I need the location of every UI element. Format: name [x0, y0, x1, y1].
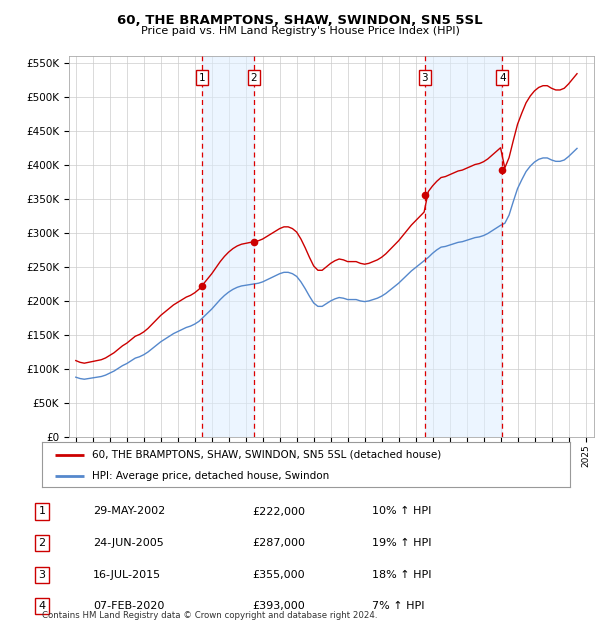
Text: 60, THE BRAMPTONS, SHAW, SWINDON, SN5 5SL (detached house): 60, THE BRAMPTONS, SHAW, SWINDON, SN5 5S… [92, 450, 442, 459]
Text: 3: 3 [38, 570, 46, 580]
Text: 1: 1 [199, 73, 205, 82]
Text: £287,000: £287,000 [252, 538, 305, 548]
Text: 3: 3 [421, 73, 428, 82]
Text: 4: 4 [38, 601, 46, 611]
Text: 18% ↑ HPI: 18% ↑ HPI [372, 570, 431, 580]
Text: £393,000: £393,000 [252, 601, 305, 611]
Text: 2: 2 [38, 538, 46, 548]
Text: 1: 1 [38, 507, 46, 516]
Text: £355,000: £355,000 [252, 570, 305, 580]
Text: £222,000: £222,000 [252, 507, 305, 516]
Bar [425, 56, 502, 437]
Text: 19% ↑ HPI: 19% ↑ HPI [372, 538, 431, 548]
Text: 16-JUL-2015: 16-JUL-2015 [93, 570, 161, 580]
Text: 2: 2 [251, 73, 257, 82]
Text: 60, THE BRAMPTONS, SHAW, SWINDON, SN5 5SL: 60, THE BRAMPTONS, SHAW, SWINDON, SN5 5S… [117, 14, 483, 27]
Text: 7% ↑ HPI: 7% ↑ HPI [372, 601, 425, 611]
Text: Contains HM Land Registry data © Crown copyright and database right 2024.: Contains HM Land Registry data © Crown c… [42, 611, 377, 620]
Text: HPI: Average price, detached house, Swindon: HPI: Average price, detached house, Swin… [92, 471, 329, 480]
Text: 10% ↑ HPI: 10% ↑ HPI [372, 507, 431, 516]
Text: 24-JUN-2005: 24-JUN-2005 [93, 538, 164, 548]
Text: Price paid vs. HM Land Registry's House Price Index (HPI): Price paid vs. HM Land Registry's House … [140, 26, 460, 36]
Bar [202, 56, 254, 437]
Text: 4: 4 [499, 73, 506, 82]
Text: 07-FEB-2020: 07-FEB-2020 [93, 601, 164, 611]
Text: 29-MAY-2002: 29-MAY-2002 [93, 507, 165, 516]
